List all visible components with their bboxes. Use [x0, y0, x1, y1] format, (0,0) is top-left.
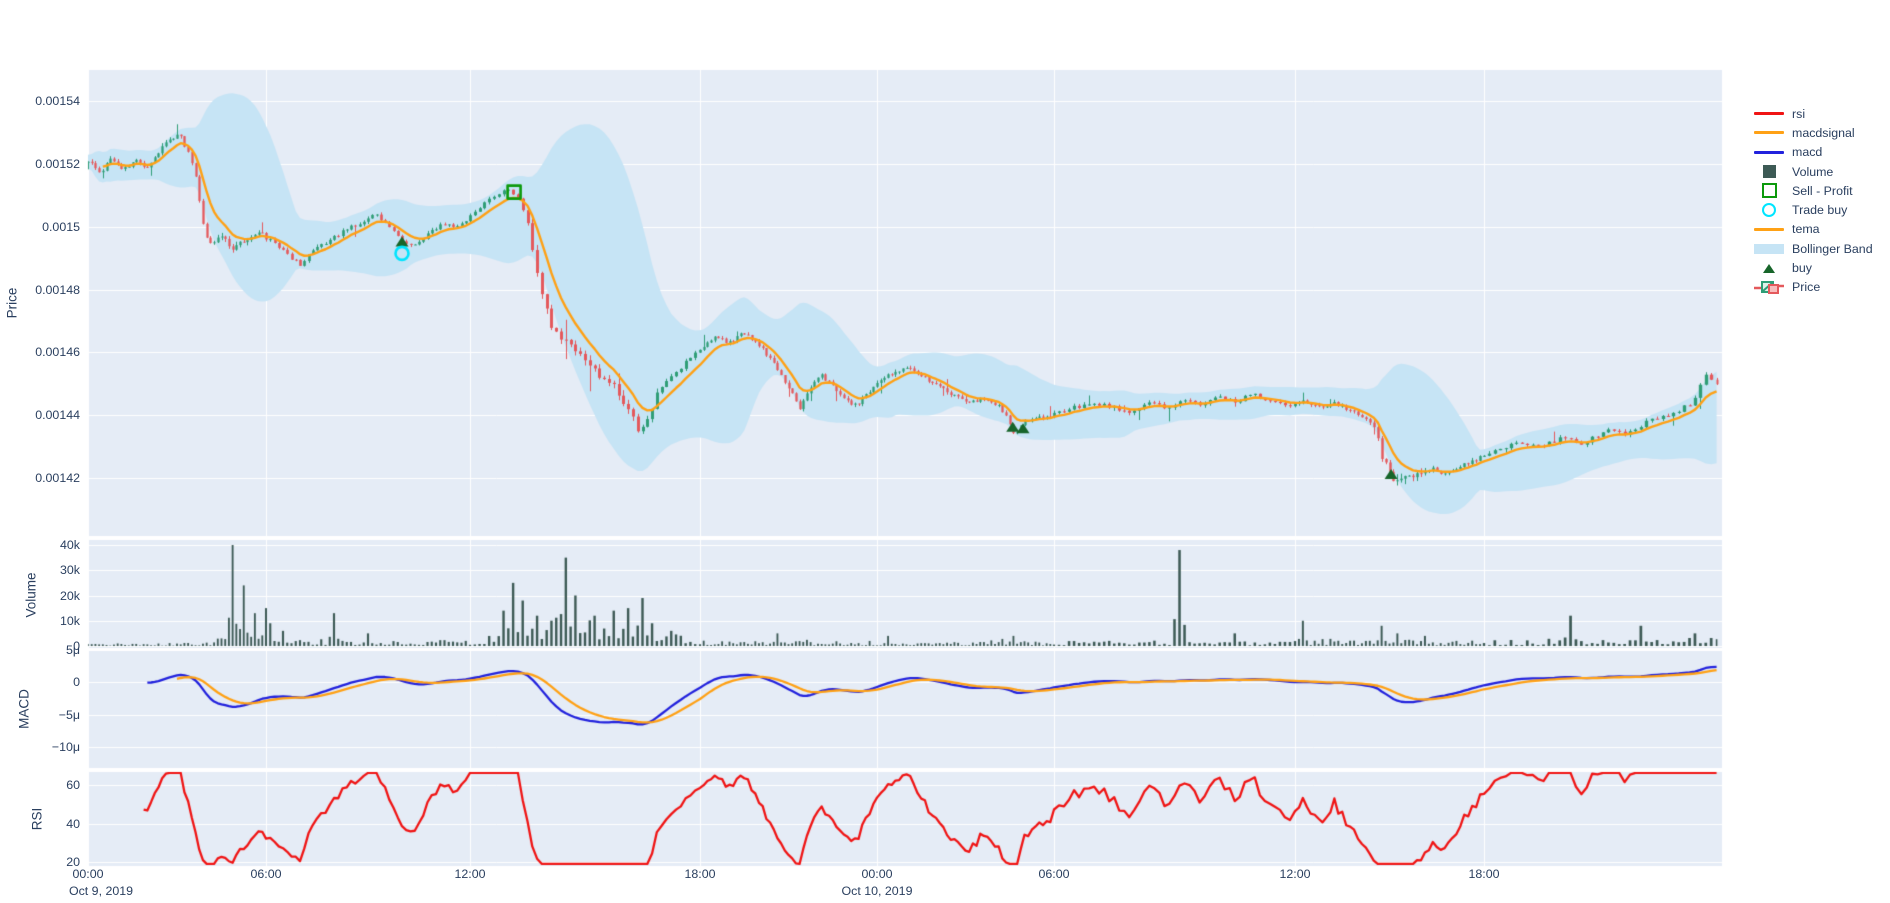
- legend-label: buy: [1792, 261, 1812, 276]
- legend-item-trade-buy[interactable]: Trade buy: [1750, 200, 1873, 219]
- volume-tick-label: 0: [73, 639, 80, 653]
- legend-item-macdsignal[interactable]: macdsignal: [1750, 123, 1873, 142]
- legend-label: macd: [1792, 145, 1823, 160]
- x-tick-label: 06:00: [250, 867, 282, 881]
- x-tick-label: 00:00: [72, 867, 104, 881]
- trade-buy-swatch-icon: [1750, 203, 1788, 218]
- volume-tick-label: 30k: [60, 563, 80, 578]
- price-swatch-icon: [1750, 279, 1788, 295]
- x-tick-label: 18:00: [1468, 867, 1500, 881]
- price-tick-label: 0.00142: [35, 471, 80, 486]
- x-tick-label: 12:00: [454, 867, 486, 881]
- x-date-label: Oct 9, 2019: [68, 884, 134, 898]
- legend-item-rsi[interactable]: rsi: [1750, 104, 1873, 123]
- legend-item-macd[interactable]: macd: [1750, 143, 1873, 162]
- legend-label: tema: [1792, 222, 1820, 237]
- price-tick-label: 0.00146: [35, 345, 80, 360]
- legend-label: Volume: [1792, 164, 1834, 179]
- legend-item-buy[interactable]: buy: [1750, 258, 1873, 277]
- x-tick-label: 18:00: [684, 867, 716, 881]
- x-tick-label: 06:00: [1038, 867, 1070, 881]
- legend-label: Sell - Profit: [1792, 183, 1853, 198]
- legend-item-sell-profit[interactable]: Sell - Profit: [1750, 181, 1873, 200]
- sell-profit-swatch-icon: [1750, 183, 1788, 199]
- buy-swatch-icon: [1750, 263, 1788, 273]
- rsi-tick-label: 20: [66, 855, 80, 869]
- macd-tick-label: −5μ: [58, 707, 80, 722]
- rsi-tick-label: 40: [66, 816, 80, 831]
- price-tick-label: 0.00154: [35, 94, 80, 108]
- legend-item-volume[interactable]: Volume: [1750, 162, 1873, 181]
- x-tick-label: 00:00: [861, 867, 893, 881]
- legend-label: Bollinger Band: [1792, 241, 1873, 256]
- rsi-swatch-icon: [1750, 112, 1788, 116]
- macd-tick-label: 5μ: [65, 642, 80, 657]
- price-tick-label: 0.00152: [35, 156, 80, 171]
- legend-item-tema[interactable]: tema: [1750, 220, 1873, 239]
- x-tick-label: 12:00: [1279, 867, 1311, 881]
- legend: rsi macdsignal macd Volume Sell - Profit Trad…: [1750, 104, 1873, 297]
- volume-tick-label: 40k: [60, 538, 80, 552]
- macd-swatch-icon: [1750, 150, 1788, 154]
- macd-tick-label: −10μ: [51, 740, 80, 754]
- price-tick-label: 0.0015: [42, 219, 80, 234]
- legend-item-bollinger-band[interactable]: Bollinger Band: [1750, 239, 1873, 258]
- volume-tick-label: 10k: [60, 613, 80, 628]
- x-date-label: Oct 10, 2019: [841, 884, 913, 898]
- legend-label: Price: [1792, 280, 1821, 295]
- legend-label: rsi: [1792, 106, 1806, 121]
- tema-swatch-icon: [1750, 227, 1788, 231]
- legend-label: Trade buy: [1792, 203, 1848, 218]
- rsi-tick-label: 60: [66, 778, 80, 792]
- macdsignal-swatch-icon: [1750, 131, 1788, 135]
- volume-tick-label: 20k: [60, 588, 80, 603]
- price-tick-label: 0.00144: [35, 408, 80, 423]
- bollinger-band-swatch-icon: [1750, 243, 1788, 254]
- legend-item-price[interactable]: Price: [1750, 278, 1873, 297]
- volume-swatch-icon: [1750, 165, 1788, 179]
- macd-tick-label: 0: [73, 675, 80, 689]
- legend-label: macdsignal: [1792, 125, 1855, 140]
- price-tick-label: 0.00148: [35, 282, 80, 297]
